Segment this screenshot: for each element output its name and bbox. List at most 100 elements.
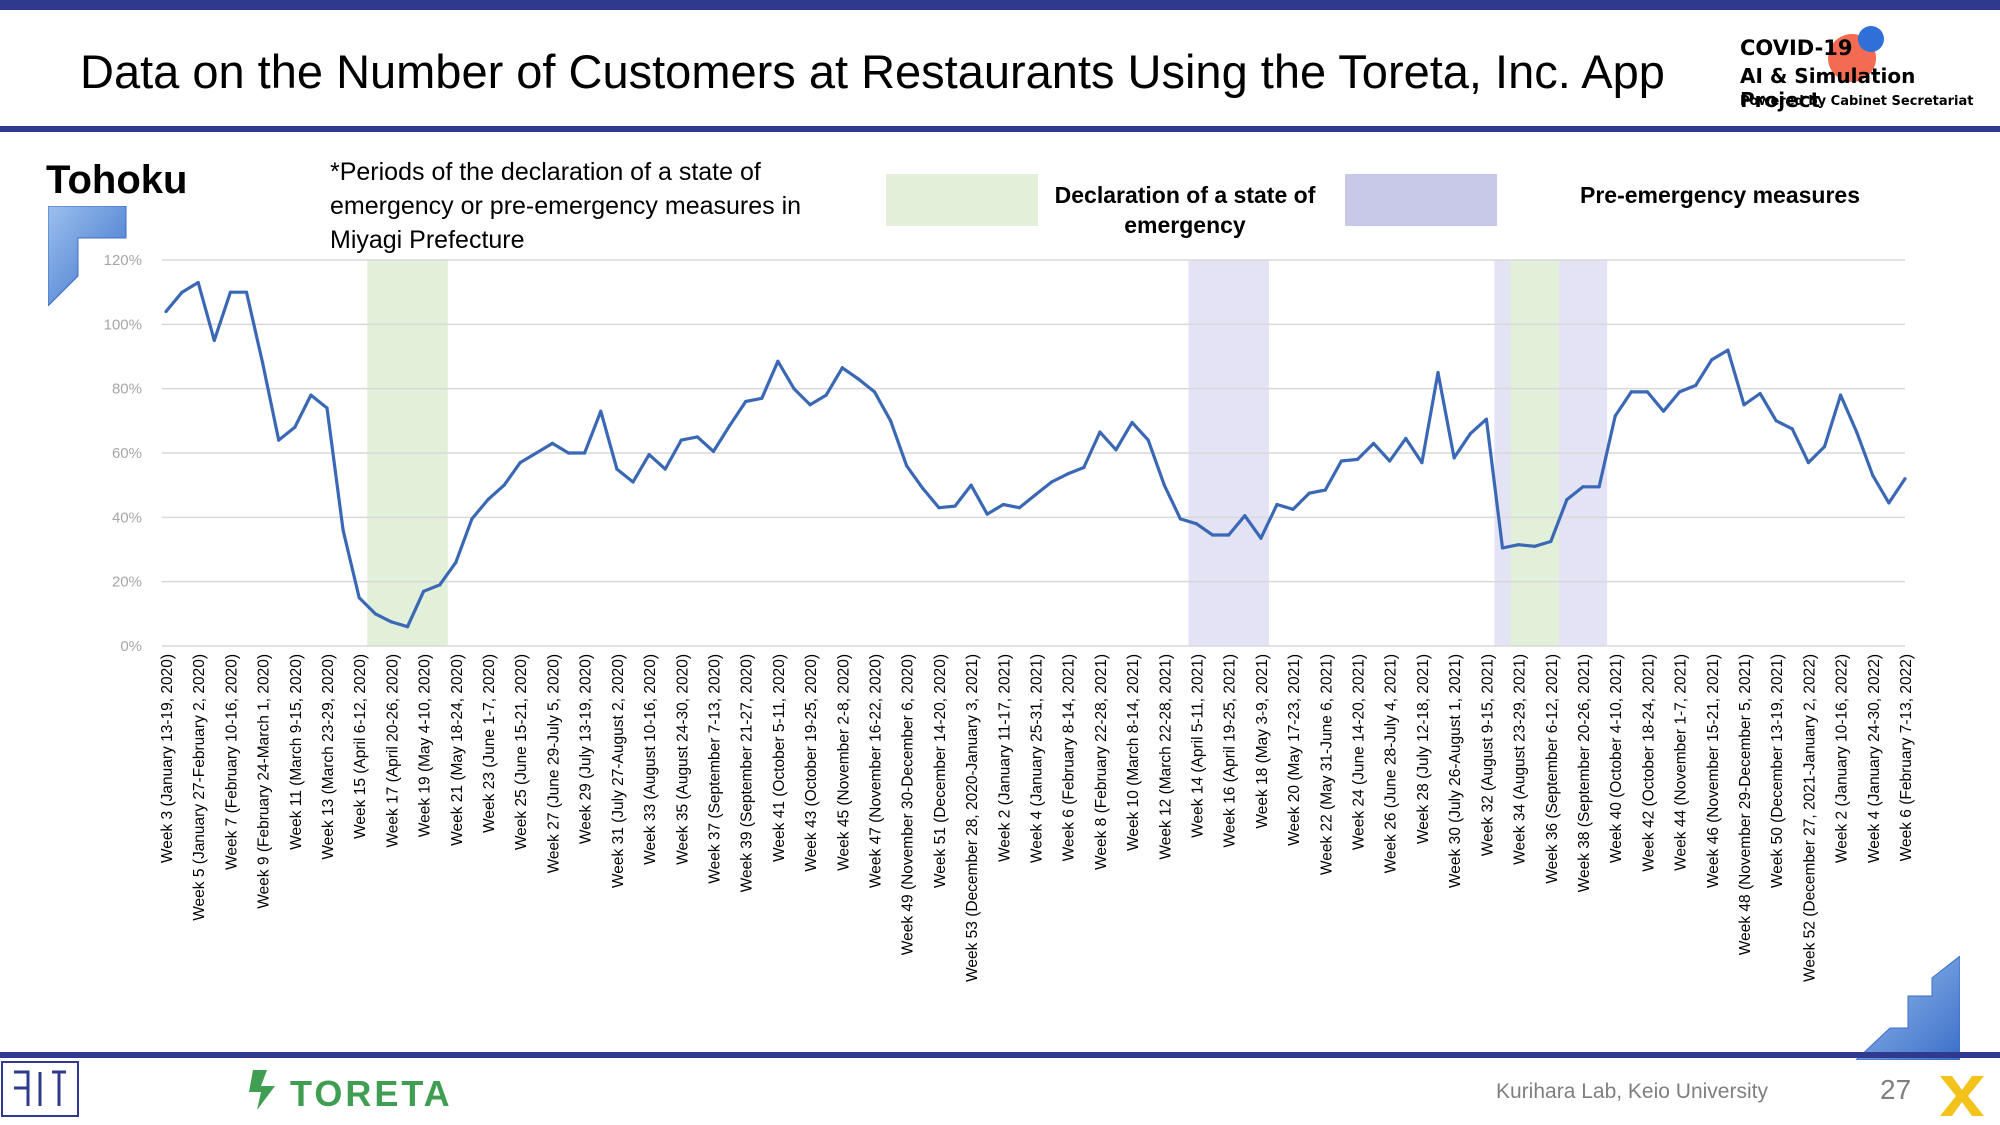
data-point	[1903, 477, 1907, 481]
data-point	[180, 290, 184, 294]
x-tick-label: Week 36 (September 6-12, 2021)	[1544, 654, 1561, 884]
data-point	[1484, 417, 1488, 421]
data-point	[1372, 441, 1376, 445]
y-tick-label: 20%	[112, 574, 142, 591]
data-point	[679, 438, 683, 442]
x-tick-label: Week 34 (August 23-29, 2021)	[1512, 654, 1529, 865]
x-tick-label: Week 22 (May 31-June 6, 2021)	[1318, 654, 1335, 875]
x-tick-label: Week 41 (October 5-11, 2020)	[771, 654, 788, 862]
y-tick-label: 120%	[104, 252, 142, 269]
data-point	[502, 483, 506, 487]
data-point	[1178, 517, 1183, 521]
data-point	[566, 451, 571, 455]
data-point	[277, 438, 281, 442]
x-tick-label: Week 30 (July 26-August 1, 2021)	[1447, 654, 1464, 888]
data-point	[937, 506, 941, 510]
x-tick-label: Week 32 (August 9-15, 2021)	[1479, 654, 1496, 856]
x-tick-label: Week 44 (November 1-7, 2021)	[1673, 654, 1690, 871]
x-tick-label: Week 52 (December 27, 2021-January 2, 20…	[1801, 654, 1818, 982]
data-point	[1404, 436, 1408, 441]
data-point	[1452, 456, 1456, 460]
data-point	[1033, 493, 1038, 497]
x-tick-label: Week 9 (February 24-March 1, 2020)	[256, 654, 273, 909]
x-tick-label: Week 37 (September 7-13, 2020)	[707, 654, 724, 884]
covid-project-logo: COVID-19 AI & Simulation Project Powered…	[1740, 22, 1990, 117]
x-tick-label: Week 43 (October 19-25, 2020)	[803, 654, 820, 872]
data-point	[760, 396, 764, 400]
data-point	[1243, 514, 1247, 518]
data-point	[1516, 543, 1521, 547]
x-tick-label: Week 16 (April 19-25, 2021)	[1222, 654, 1239, 848]
x-tick-label: Week 40 (October 4-10, 2021)	[1608, 654, 1625, 863]
data-point	[776, 359, 780, 363]
data-point	[856, 377, 860, 381]
data-point	[164, 309, 168, 314]
data-point	[1468, 432, 1472, 436]
data-point	[1146, 438, 1150, 442]
data-point	[1581, 485, 1585, 489]
data-point	[293, 425, 297, 429]
data-point	[1420, 461, 1424, 465]
x-tick-label: Week 15 (April 6-12, 2020)	[352, 654, 369, 839]
data-point	[1050, 480, 1054, 484]
data-point	[615, 467, 619, 471]
y-tick-label: 80%	[112, 381, 142, 398]
logo-line3: Powered by Cabinet Secretariat	[1740, 94, 1974, 109]
data-point	[341, 528, 345, 532]
data-point	[647, 453, 651, 457]
x-tick-label: Week 10 (March 8-14, 2021)	[1125, 654, 1142, 851]
data-point	[969, 483, 973, 487]
logo-line1: COVID-19	[1740, 36, 1853, 60]
x-tick-label: Week 7 (February 10-16, 2020)	[223, 654, 240, 870]
x-tick-label: Week 48 (November 29-December 5, 2021)	[1737, 654, 1754, 955]
toreta-brand-text: TORETA	[290, 1073, 453, 1114]
data-point	[325, 406, 329, 410]
x-tick-label: Week 47 (November 16-22, 2020)	[868, 654, 885, 888]
data-point	[1726, 348, 1730, 352]
data-point	[824, 393, 828, 397]
data-point	[1597, 485, 1601, 489]
x-tick-label: Week 23 (June 1-7, 2020)	[481, 654, 498, 833]
x-tick-label: Week 20 (May 17-23, 2021)	[1286, 654, 1303, 846]
x-tick-label: Week 46 (November 15-21, 2021)	[1705, 654, 1722, 888]
page-number: 27	[1880, 1074, 1912, 1105]
logo-blue-circle	[1858, 26, 1884, 52]
data-point	[1082, 465, 1086, 470]
data-point	[1694, 383, 1698, 388]
data-point	[1758, 391, 1762, 396]
data-point	[744, 399, 748, 404]
data-point	[422, 589, 426, 593]
data-point	[1211, 533, 1215, 537]
x-tick-label: Week 14 (April 5-11, 2021)	[1190, 654, 1207, 838]
x-tick-label: Week 45 (November 2-8, 2020)	[835, 654, 852, 871]
logo-line2: AI & Simulation Project	[1740, 64, 1916, 112]
data-point	[1500, 546, 1505, 550]
data-point	[1774, 419, 1778, 423]
footer-lab-credit: Kurihara Lab, Keio University	[1496, 1080, 1768, 1103]
data-point	[1565, 498, 1569, 502]
data-point	[1066, 472, 1070, 476]
x-tick-label: Week 38 (September 20-26, 2021)	[1576, 654, 1593, 892]
x-tick-label: Week 29 (July 13-19, 2020)	[578, 654, 595, 844]
data-point	[1388, 459, 1392, 463]
x-tick-label: Week 33 (August 10-16, 2020)	[642, 654, 659, 865]
data-point	[872, 390, 877, 394]
y-tick-label: 100%	[104, 316, 142, 333]
y-tick-label: 40%	[112, 509, 142, 526]
data-point	[389, 620, 394, 624]
data-point	[1677, 390, 1682, 394]
x-tick-label: Week 25 (June 15-21, 2020)	[513, 654, 530, 850]
x-tick-label: Week 53 (December 28, 2020-January 3, 20…	[964, 654, 981, 982]
data-point	[1838, 393, 1843, 397]
data-point	[261, 361, 265, 365]
data-point	[1275, 502, 1279, 507]
data-point	[1194, 522, 1199, 526]
legend-pre-emergency-swatch	[1345, 174, 1497, 226]
x-tick-label: Week 18 (May 3-9, 2021)	[1254, 654, 1271, 829]
corner-decoration-bottom-right	[1856, 956, 1960, 1060]
x-tick-label: Week 21 (May 18-24, 2020)	[449, 654, 466, 846]
data-point	[921, 486, 925, 490]
data-point	[470, 517, 474, 521]
period-note: *Periods of the declaration of a state o…	[330, 158, 802, 254]
data-point	[840, 366, 844, 370]
